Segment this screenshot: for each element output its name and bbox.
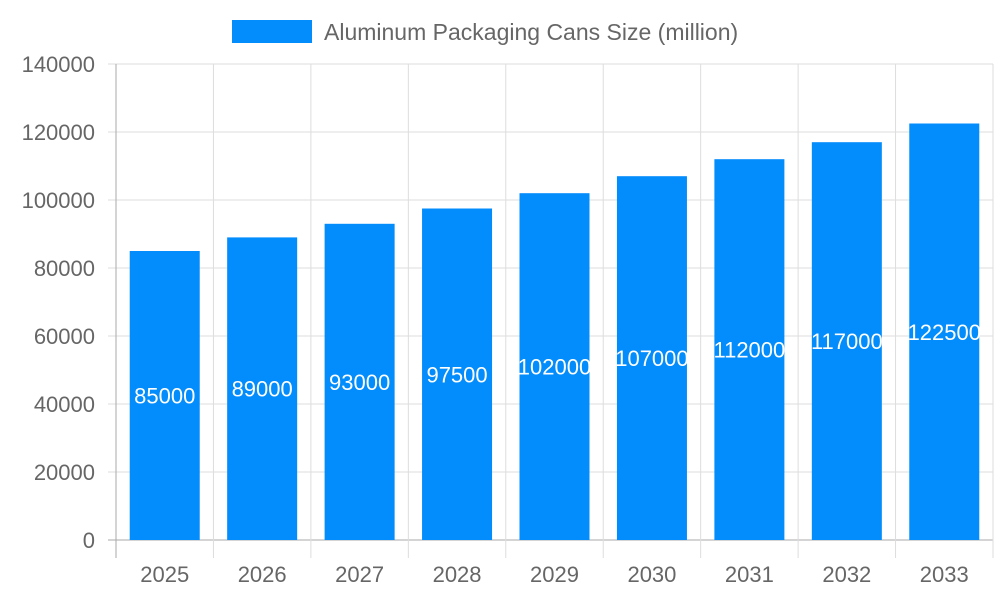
y-tick-label: 80000: [34, 256, 95, 281]
x-tick-label: 2031: [725, 562, 774, 587]
y-tick-label: 140000: [22, 52, 95, 77]
legend-swatch: [232, 20, 312, 43]
x-tick-label: 2032: [822, 562, 871, 587]
y-tick-label: 100000: [22, 188, 95, 213]
axes: 0 20000 40000 60000 80000 100000 120000 140000 2…: [22, 52, 969, 587]
x-tick-label: 2029: [530, 562, 579, 587]
bar: [324, 223, 395, 541]
y-tick-label: 20000: [34, 460, 95, 485]
bar: [129, 251, 200, 540]
bar: [227, 237, 298, 540]
bar: [909, 123, 980, 540]
bar: [616, 176, 687, 540]
bar: [811, 142, 882, 540]
x-tick-label: 2027: [335, 562, 384, 587]
y-tick-label: 60000: [34, 324, 95, 349]
data-label: 122500: [908, 320, 981, 345]
bar: [714, 159, 785, 540]
data-label: 102000: [518, 355, 591, 380]
x-tick-label: 2028: [433, 562, 482, 587]
bars: 85000 89000 93000 97500 102000 107000 112000 11…: [129, 123, 981, 541]
y-tick-label: 120000: [22, 120, 95, 145]
data-label: 85000: [134, 384, 195, 409]
data-label: 107000: [615, 346, 688, 371]
legend-label: Aluminum Packaging Cans Size (million): [324, 19, 738, 45]
x-tick-label: 2025: [140, 562, 189, 587]
bar: [422, 208, 493, 540]
y-tick-label: 40000: [34, 392, 95, 417]
y-tick-label: 0: [83, 528, 95, 553]
data-label: 112000: [713, 338, 785, 363]
data-label: 89000: [232, 377, 293, 402]
data-label: 117000: [811, 329, 883, 354]
legend[interactable]: Aluminum Packaging Cans Size (million): [232, 19, 738, 45]
data-label: 97500: [426, 362, 487, 387]
bar: [519, 193, 590, 540]
x-tick-label: 2026: [238, 562, 287, 587]
x-tick-label: 2030: [627, 562, 676, 587]
data-label: 93000: [329, 370, 390, 395]
x-tick-label: 2033: [920, 562, 969, 587]
